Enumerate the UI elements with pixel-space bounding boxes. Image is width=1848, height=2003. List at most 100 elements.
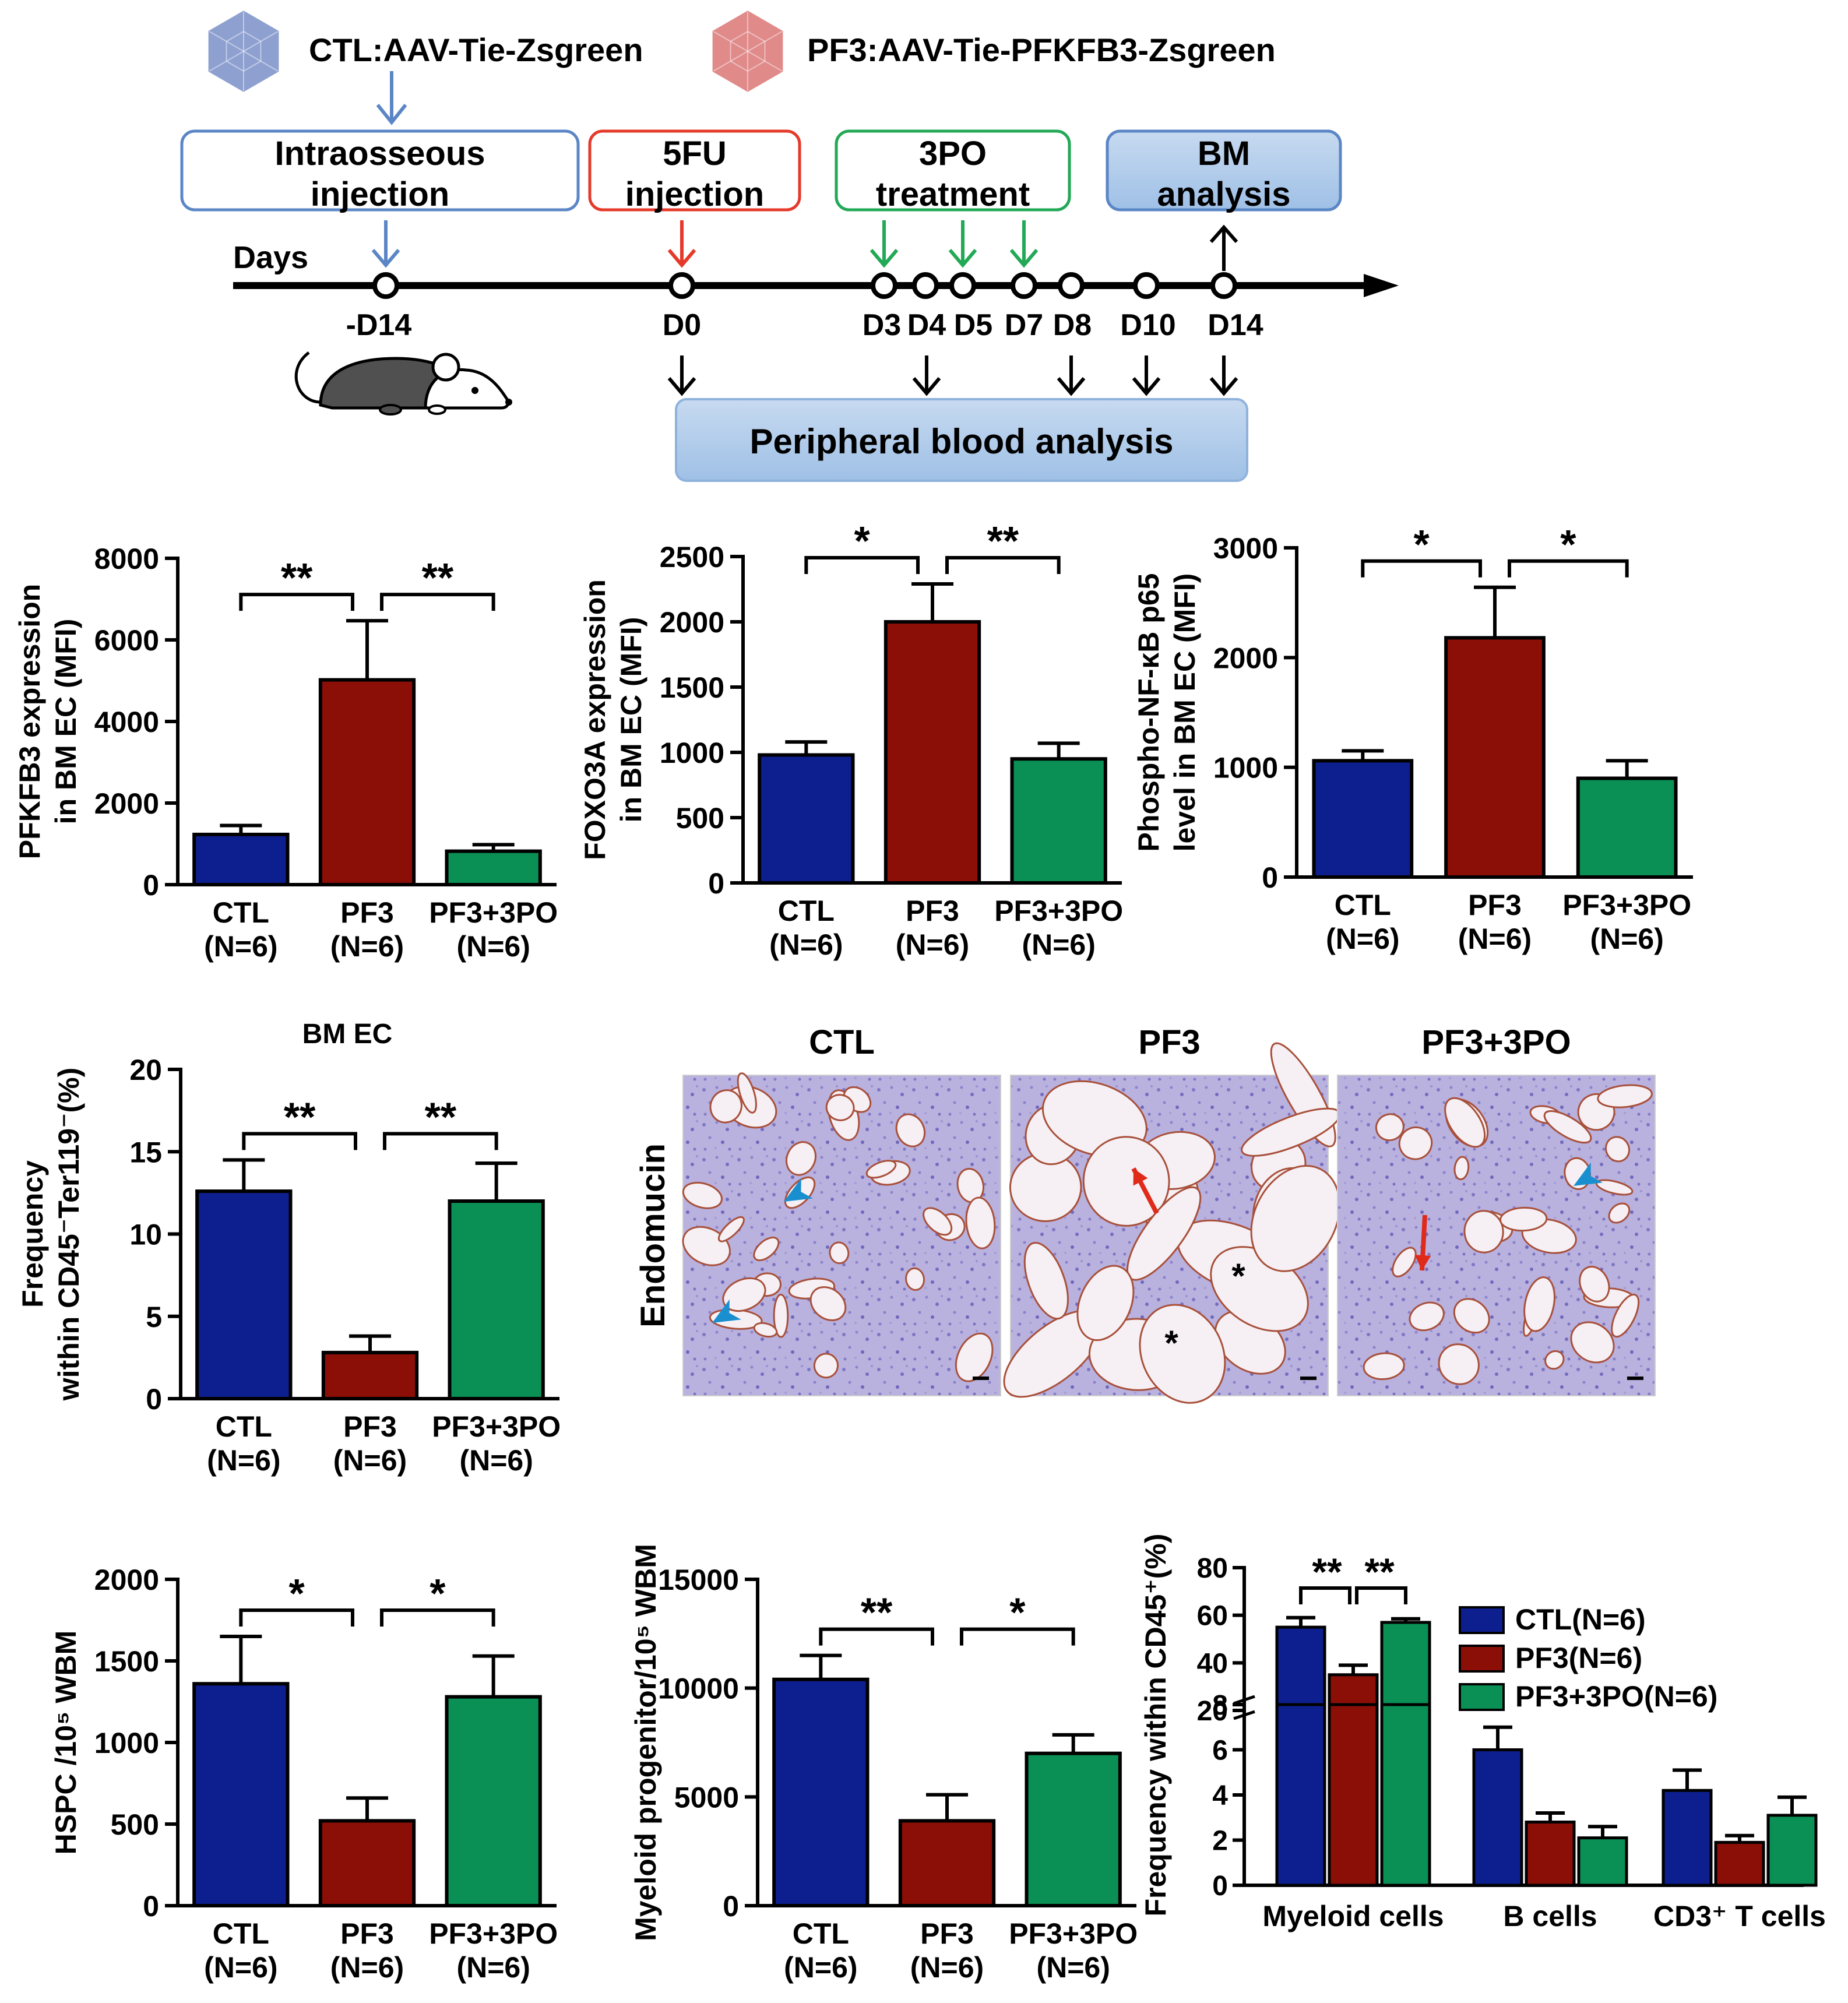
significance-label: * <box>1414 522 1430 567</box>
y-tick-label: 6000 <box>94 624 159 657</box>
histology-panel-title: CTL <box>809 1023 875 1061</box>
step-boxes: Intraosseousinjection5FUinjection3POtrea… <box>180 129 1342 213</box>
category-label: (N=6) <box>1022 928 1095 961</box>
category-label: CTL <box>216 1410 272 1443</box>
vessel-lumen <box>1409 1301 1445 1332</box>
bm-analysis-box-label: BM <box>1198 135 1250 173</box>
bar <box>1766 1814 1818 1887</box>
bar <box>1380 1621 1431 1712</box>
y-tick-label: 0 <box>146 1383 162 1416</box>
y-tick-label: 2000 <box>94 1564 159 1596</box>
category-label: (N=6) <box>769 928 843 961</box>
chart-title: BM EC <box>302 1019 393 1050</box>
timepoint-marker <box>871 272 897 299</box>
category-label: PF3 <box>340 896 394 929</box>
category-label: CTL <box>1335 889 1391 921</box>
5fu-injection-box-label: 5FU <box>663 135 727 173</box>
arrow-marker <box>1133 1168 1148 1186</box>
category-label: CTL <box>793 1917 849 1950</box>
significance-bracket <box>1355 1586 1407 1604</box>
vessel-lumen <box>813 1353 839 1379</box>
significance-label: * <box>854 518 871 564</box>
bmec-chart: 0 5 10 15 20 Frequency within CD45⁻Ter119⁻(%) B… <box>16 1019 561 1477</box>
vessel-lumen <box>1453 1156 1470 1181</box>
bar <box>1525 1821 1576 1887</box>
arrow-marker <box>1414 1255 1431 1270</box>
vessel-lumen <box>1605 1136 1631 1163</box>
vessel-lumen <box>722 1277 766 1312</box>
foxo3a-chart: 0 500 1000 1500 2000 2500 FOXO3A expression in … <box>579 518 1123 961</box>
peripheral-blood-box <box>675 398 1248 482</box>
significance-bracket <box>380 593 495 611</box>
vessel-lumen <box>1523 1276 1555 1332</box>
virus-facet <box>747 31 765 42</box>
virus-facet <box>226 61 244 72</box>
y-axis-label: level in BM EC (MFI) <box>1168 573 1201 852</box>
bar <box>1312 759 1414 879</box>
significance-bracket <box>1361 559 1482 578</box>
virus-facet <box>209 31 244 52</box>
vessel-lumen <box>1023 1241 1069 1320</box>
category-label: PF3 <box>1468 889 1522 921</box>
bm-analysis-box-label: analysis <box>1157 175 1291 213</box>
histology-panels: CTL PF3 PF3+3PO * * Endomucin <box>634 1023 1656 1404</box>
y-tick-label: 2000 <box>1213 642 1278 674</box>
cd45-chart: 0 2 4 6 820 40 60 80 Frequency within CD45⁺(%) My… <box>1139 1533 1826 1932</box>
bar <box>1662 1789 1713 1887</box>
y-tick-label: 10 <box>129 1219 162 1251</box>
arrowhead-marker <box>712 1299 741 1323</box>
timepoint-marker <box>668 272 695 299</box>
y-tick-label: 6 <box>1212 1736 1228 1766</box>
bar <box>758 753 855 885</box>
timeline-schematic: CTL:AAV-Tie-Zsgreen PF3:AAV-Tie-PFKFB3-Z… <box>180 10 1399 482</box>
vessel-lumen <box>1570 1321 1615 1364</box>
significance-label: * <box>430 1571 446 1616</box>
arrow-head <box>371 249 400 268</box>
category-label: PF3+3PO <box>1009 1917 1138 1950</box>
category-label: PF3+3PO <box>1562 889 1691 921</box>
category-label: (N=6) <box>896 928 969 961</box>
category-label: (N=6) <box>459 1444 533 1477</box>
y-tick-label: 0 <box>143 869 159 902</box>
y-tick-label: 1500 <box>660 671 724 704</box>
vessel-lumen <box>865 1160 897 1179</box>
arrow-head <box>870 249 899 268</box>
histology-row-label: Endomucin <box>634 1143 672 1328</box>
virus-facet <box>243 51 279 72</box>
timepoint-label: D4 <box>907 308 946 342</box>
vessel-lumen <box>1444 1097 1486 1148</box>
category-label: (N=6) <box>456 930 530 963</box>
3po-treatment-box-label: treatment <box>876 175 1030 213</box>
virus-shell <box>712 10 783 92</box>
significance-bracket <box>819 1627 934 1646</box>
bar <box>883 620 981 885</box>
significance-bracket <box>380 1608 495 1627</box>
significance-label: ** <box>281 555 313 600</box>
vessel-lumen <box>1463 1210 1504 1254</box>
y-tick-label: 3000 <box>1213 532 1278 565</box>
vessel-lumen <box>1375 1113 1405 1142</box>
significance-label: ** <box>987 518 1019 564</box>
category-label: CTL <box>213 1917 269 1950</box>
virus-facet <box>747 61 765 72</box>
bar <box>318 1819 416 1907</box>
y-tick-label: 500 <box>111 1808 159 1841</box>
y-tick-label: 4000 <box>94 706 159 738</box>
vessel-lumen <box>1579 1266 1610 1303</box>
vessel-lumen <box>682 1181 723 1209</box>
histology-image <box>1337 1075 1656 1396</box>
category-label: (N=6) <box>204 930 277 963</box>
bar <box>321 1350 419 1400</box>
y-axis-label: FOXO3A expression <box>579 579 611 860</box>
bar <box>448 1199 545 1400</box>
nfkb-chart: 0 1000 2000 3000 Phospho-NF-κB p65 level in B… <box>1132 522 1693 955</box>
5fu-injection-box-label: injection <box>625 175 764 213</box>
significance-bracket <box>239 593 354 611</box>
legend-label: PF3+3PO(N=6) <box>1515 1680 1717 1713</box>
y-tick-label: 15000 <box>658 1564 739 1596</box>
pfkfb3-chart: 0 2000 4000 6000 8000 PFKFB3 expression in BM … <box>13 543 558 963</box>
virus-facet <box>747 31 783 52</box>
pf3-virus-label: PF3:AAV-Tie-PFKFB3-Zsgreen <box>807 31 1276 68</box>
vessel-lumen <box>809 1286 847 1321</box>
